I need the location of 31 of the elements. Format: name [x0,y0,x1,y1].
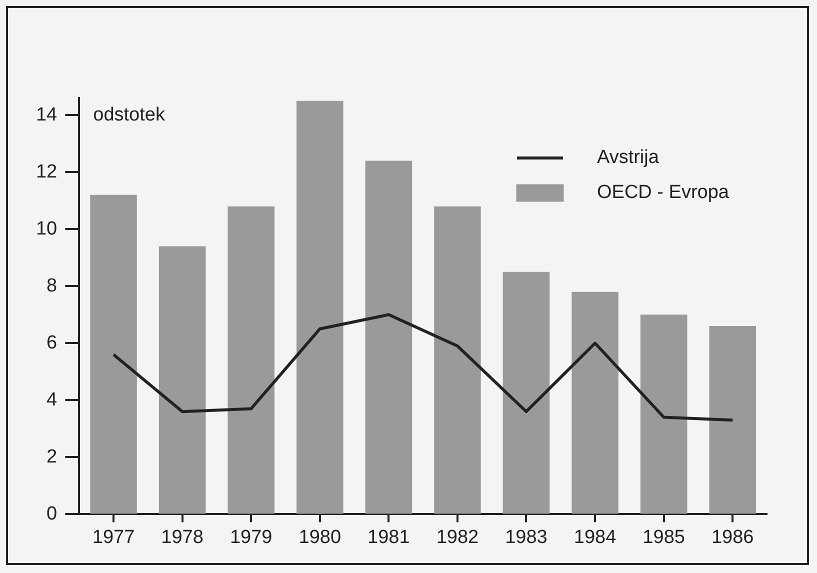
y-axis-title: odstotek [93,104,166,126]
y-tick-label: 2 [46,446,58,468]
x-tick-label: 1981 [368,526,410,548]
bar [640,314,688,514]
y-tick-label: 8 [46,275,58,296]
y-tick-label: 4 [46,389,58,410]
bar [709,326,756,514]
bar [572,292,618,514]
x-tick-label: 1986 [711,526,754,548]
x-tick-label: 1978 [161,526,204,548]
x-tick-label: 1979 [230,526,272,548]
x-tick-label: 1984 [574,526,617,548]
y-tick-label: 10 [36,218,58,240]
y-tick-label: 0 [46,503,58,524]
bar [228,206,274,514]
x-tick-label: 1985 [642,526,685,548]
bar [365,160,412,514]
x-tick-label: 1983 [505,526,548,548]
y-tick-label: 6 [46,332,58,354]
bar [502,272,550,514]
y-tick-label: 12 [36,161,58,182]
y-tick-label: 14 [36,104,58,126]
x-tick-label: 1977 [92,526,135,548]
bar [90,194,137,514]
legend-label: Avstrija [597,147,660,168]
legend-label: OECD - Evropa [597,182,730,204]
bar [158,246,206,514]
x-tick-label: 1982 [436,526,479,548]
x-tick-label: 1980 [298,526,342,548]
bar [296,100,344,514]
bar [434,206,481,514]
